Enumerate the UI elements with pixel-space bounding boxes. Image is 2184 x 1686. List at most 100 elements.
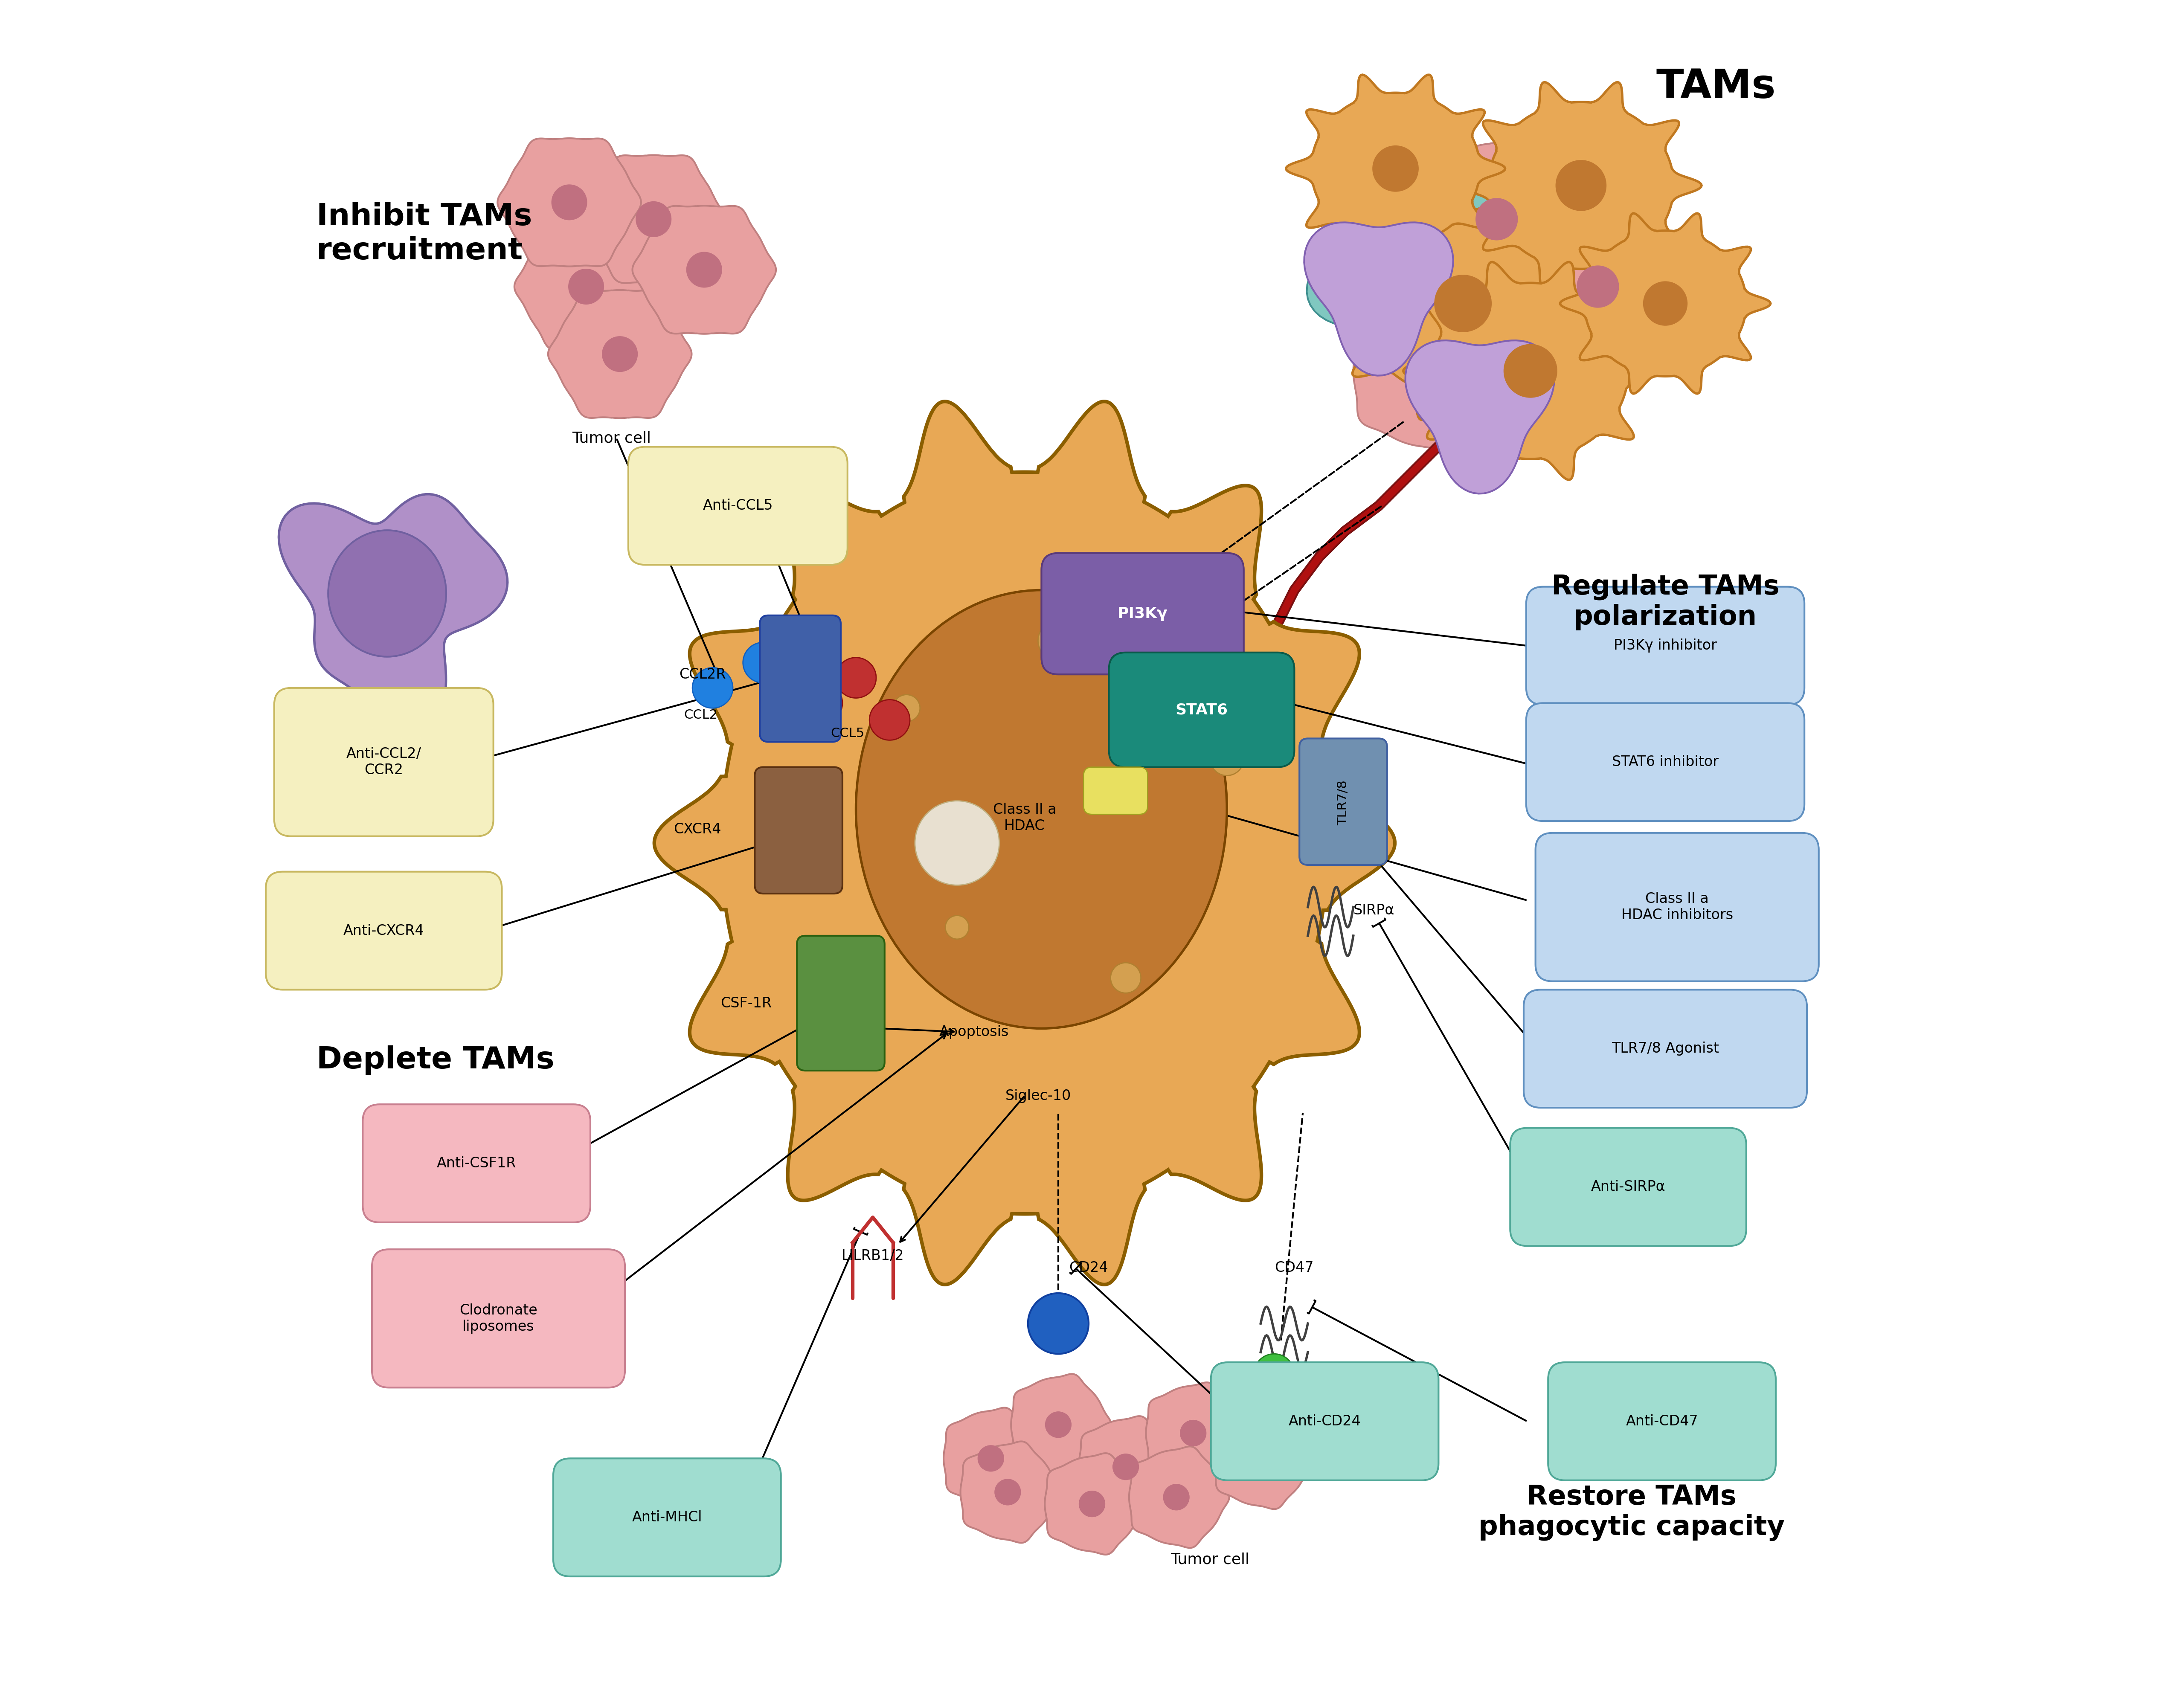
Text: CCL2R: CCL2R (679, 668, 725, 681)
Polygon shape (1044, 1453, 1144, 1554)
Text: CCL5: CCL5 (830, 727, 865, 740)
FancyBboxPatch shape (1535, 833, 1819, 981)
Ellipse shape (1179, 1420, 1206, 1447)
FancyBboxPatch shape (1527, 587, 1804, 705)
Circle shape (778, 685, 817, 725)
Polygon shape (1079, 1416, 1179, 1517)
Text: Inhibit TAMs
recruitment: Inhibit TAMs recruitment (317, 202, 533, 266)
Text: Anti-CSF1R: Anti-CSF1R (437, 1157, 515, 1170)
Ellipse shape (1642, 282, 1688, 325)
Text: CD24: CD24 (1070, 1261, 1107, 1275)
Polygon shape (515, 223, 657, 351)
FancyBboxPatch shape (275, 688, 494, 836)
Ellipse shape (1079, 1490, 1105, 1517)
Ellipse shape (636, 202, 670, 236)
FancyBboxPatch shape (1109, 652, 1295, 767)
FancyBboxPatch shape (266, 872, 502, 990)
Text: CCL2: CCL2 (684, 708, 719, 722)
Text: Siglec-10: Siglec-10 (1005, 1089, 1070, 1103)
Ellipse shape (568, 270, 603, 303)
Ellipse shape (686, 253, 721, 287)
Circle shape (743, 642, 784, 683)
Ellipse shape (1112, 1453, 1138, 1480)
Circle shape (1037, 620, 1079, 661)
Text: Class II a
HDAC inhibitors: Class II a HDAC inhibitors (1621, 892, 1734, 922)
FancyBboxPatch shape (756, 767, 843, 894)
Text: Regulate TAMs
polarization: Regulate TAMs polarization (1551, 573, 1780, 631)
Ellipse shape (978, 1445, 1005, 1472)
Ellipse shape (328, 531, 446, 658)
Text: LILRB1/2: LILRB1/2 (841, 1249, 904, 1263)
Polygon shape (1354, 290, 1514, 452)
Text: Anti-MHCl: Anti-MHCl (631, 1511, 703, 1524)
Circle shape (692, 668, 734, 708)
Text: Anti-CCL2/
CCR2: Anti-CCL2/ CCR2 (347, 747, 422, 777)
Polygon shape (633, 206, 775, 334)
Ellipse shape (603, 337, 638, 371)
Ellipse shape (1503, 344, 1557, 398)
Circle shape (1029, 1293, 1088, 1354)
Circle shape (1210, 742, 1243, 776)
Text: TLR7/8: TLR7/8 (1337, 781, 1350, 824)
FancyBboxPatch shape (1083, 767, 1147, 814)
FancyBboxPatch shape (1548, 1362, 1776, 1480)
Ellipse shape (1577, 266, 1618, 307)
Polygon shape (1461, 83, 1701, 288)
Polygon shape (961, 1442, 1061, 1543)
Polygon shape (1011, 1374, 1112, 1475)
Polygon shape (1522, 206, 1684, 368)
Polygon shape (1404, 261, 1658, 481)
Circle shape (915, 801, 1000, 885)
Polygon shape (1328, 187, 1599, 420)
Ellipse shape (1435, 275, 1492, 332)
Text: Anti-CCL5: Anti-CCL5 (703, 499, 773, 513)
Circle shape (1109, 963, 1140, 993)
Text: monocyte: monocyte (356, 693, 428, 706)
Circle shape (802, 683, 843, 723)
Circle shape (946, 915, 970, 939)
Polygon shape (943, 1408, 1044, 1509)
Circle shape (1254, 1354, 1295, 1394)
Ellipse shape (994, 1479, 1020, 1506)
Text: Class II a
HDAC: Class II a HDAC (994, 803, 1057, 833)
Text: Anti-CXCR4: Anti-CXCR4 (343, 924, 424, 937)
Text: Apoptosis: Apoptosis (939, 1025, 1009, 1039)
Ellipse shape (1372, 145, 1420, 192)
Text: Anti-CD24: Anti-CD24 (1289, 1415, 1361, 1428)
FancyBboxPatch shape (1524, 990, 1806, 1108)
Text: Deplete TAMs: Deplete TAMs (317, 1045, 555, 1074)
Text: CXCR4: CXCR4 (673, 823, 721, 836)
Polygon shape (1306, 157, 1535, 364)
FancyBboxPatch shape (1527, 703, 1804, 821)
FancyBboxPatch shape (760, 615, 841, 742)
Polygon shape (581, 155, 725, 283)
Text: Anti-CD47: Anti-CD47 (1625, 1415, 1699, 1428)
Ellipse shape (1555, 160, 1607, 211)
Text: Restore TAMs
phagocytic capacity: Restore TAMs phagocytic capacity (1479, 1484, 1784, 1541)
FancyBboxPatch shape (1509, 1128, 1747, 1246)
FancyBboxPatch shape (797, 936, 885, 1071)
Polygon shape (280, 494, 507, 735)
Polygon shape (498, 138, 642, 266)
FancyBboxPatch shape (371, 1249, 625, 1388)
FancyBboxPatch shape (553, 1458, 782, 1576)
Text: TAMs: TAMs (1655, 67, 1776, 106)
Text: Tumor cell: Tumor cell (1171, 1553, 1249, 1566)
Polygon shape (1214, 1408, 1313, 1509)
Circle shape (869, 700, 911, 740)
Polygon shape (548, 290, 692, 418)
Polygon shape (1147, 1383, 1247, 1484)
Polygon shape (1559, 214, 1771, 393)
Text: Clodronate
liposomes: Clodronate liposomes (459, 1303, 537, 1334)
Text: TLR7/8 Agonist: TLR7/8 Agonist (1612, 1042, 1719, 1055)
Ellipse shape (553, 185, 587, 219)
FancyBboxPatch shape (1299, 738, 1387, 865)
Polygon shape (1422, 138, 1581, 300)
Circle shape (893, 695, 919, 722)
Polygon shape (655, 401, 1396, 1285)
Ellipse shape (1164, 1484, 1190, 1511)
Ellipse shape (1247, 1445, 1273, 1472)
Text: STAT6 inhibitor: STAT6 inhibitor (1612, 755, 1719, 769)
Ellipse shape (1476, 199, 1518, 239)
Text: PI3Kγ: PI3Kγ (1118, 607, 1168, 620)
